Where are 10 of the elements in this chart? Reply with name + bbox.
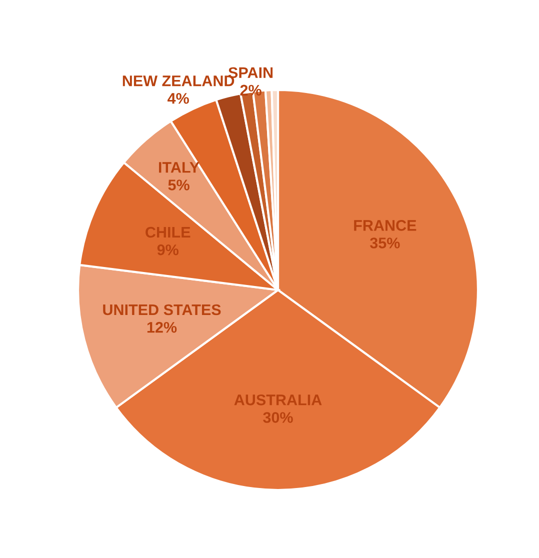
data-label: 2% bbox=[240, 84, 262, 96]
data-label: 12% bbox=[147, 322, 177, 333]
slice-label: NEW ZEALAND bbox=[122, 76, 234, 86]
data-label: 5% bbox=[168, 180, 190, 190]
slice-label: ITALY bbox=[159, 162, 200, 173]
data-label: 35% bbox=[370, 238, 400, 248]
slice-label: UNITED STATES bbox=[103, 304, 221, 316]
slice-label: FRANCE bbox=[354, 220, 416, 231]
slice-label: SPAIN bbox=[228, 67, 273, 78]
data-label: 4% bbox=[168, 93, 189, 104]
